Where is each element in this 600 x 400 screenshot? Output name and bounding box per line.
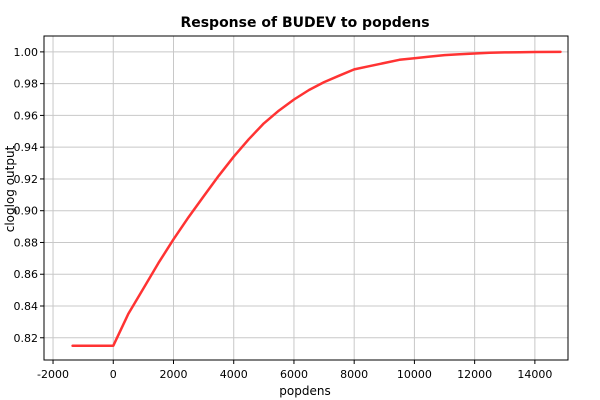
x-tick-label: 12000: [457, 368, 492, 381]
y-tick-label: 0.84: [14, 300, 39, 313]
x-tick-label: 4000: [220, 368, 248, 381]
response-curve-line: [71, 50, 562, 347]
y-tick-label: 0.88: [14, 236, 39, 249]
x-tick-label: 2000: [159, 368, 187, 381]
axes: -2000 0 2000 4000 6000 8000 10000 12000 14000 0.8…: [14, 35, 569, 381]
y-tick-label: 0.96: [14, 109, 39, 122]
x-tick-label: 10000: [397, 368, 432, 381]
y-tick-label: 0.92: [14, 173, 39, 186]
plot-frame: [43, 35, 569, 361]
y-tick-label: 1.00: [14, 46, 39, 59]
x-tick-label: 6000: [280, 368, 308, 381]
series-layer: [71, 50, 562, 347]
y-axis-label: cloglog output: [3, 145, 17, 232]
chart-title: Response of BUDEV to popdens: [180, 15, 429, 31]
y-tick-label: 0.90: [14, 205, 39, 218]
y-tick-label: 0.82: [14, 332, 39, 345]
x-tick-label: -2000: [37, 368, 69, 381]
grid: [44, 36, 568, 360]
y-tick-label: 0.94: [14, 141, 39, 154]
x-tick-label: 14000: [517, 368, 552, 381]
x-tick-label: 0: [110, 368, 117, 381]
x-axis-label: popdens: [279, 384, 330, 398]
y-tick-label: 0.98: [14, 78, 39, 91]
y-tick-label: 0.86: [14, 268, 39, 281]
x-tick-label: 8000: [340, 368, 368, 381]
